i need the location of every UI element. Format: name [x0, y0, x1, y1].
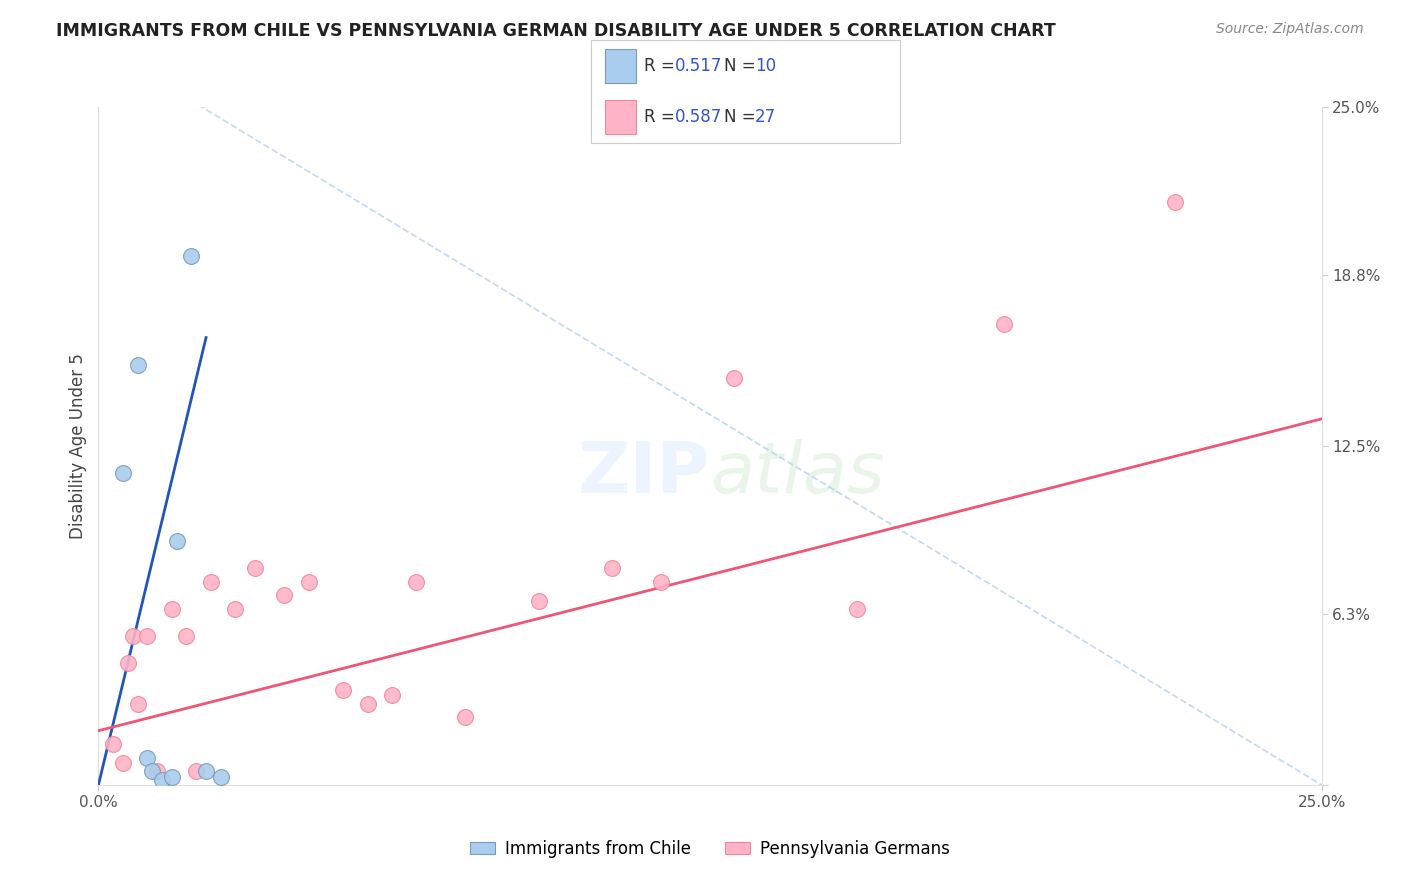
Point [454, 710, 477, 724]
Point [127, 358, 149, 372]
Point [298, 574, 321, 589]
Point [224, 601, 246, 615]
Point [993, 317, 1015, 331]
Point [243, 561, 266, 575]
Point [127, 697, 149, 711]
Point [180, 249, 202, 263]
Text: R =: R = [644, 108, 681, 126]
Text: R =: R = [644, 56, 681, 75]
Point [600, 561, 623, 575]
Point [136, 629, 159, 643]
Text: 27: 27 [755, 108, 776, 126]
Point [136, 751, 159, 765]
Point [356, 697, 378, 711]
Text: Source: ZipAtlas.com: Source: ZipAtlas.com [1216, 22, 1364, 37]
Point [209, 770, 232, 784]
Point [405, 574, 427, 589]
Text: N =: N = [724, 108, 761, 126]
Point [176, 629, 198, 643]
Point [332, 683, 354, 698]
Y-axis label: Disability Age Under 5: Disability Age Under 5 [69, 353, 87, 539]
Text: 0.587: 0.587 [675, 108, 723, 126]
Text: N =: N = [724, 56, 761, 75]
Text: 10: 10 [755, 56, 776, 75]
Point [146, 764, 169, 779]
Point [166, 533, 188, 548]
Point [650, 574, 672, 589]
Legend: Immigrants from Chile, Pennsylvania Germans: Immigrants from Chile, Pennsylvania Germ… [464, 833, 956, 864]
Point [186, 764, 208, 779]
Point [101, 737, 124, 751]
Point [111, 466, 134, 480]
Text: atlas: atlas [710, 439, 884, 508]
Point [150, 772, 173, 787]
Point [195, 764, 218, 779]
Point [845, 601, 868, 615]
Point [200, 574, 222, 589]
Point [121, 629, 143, 643]
Point [527, 593, 550, 607]
Point [160, 770, 183, 784]
Point [117, 656, 139, 670]
Point [1164, 194, 1187, 209]
Point [141, 764, 163, 779]
Point [111, 756, 134, 771]
Text: 0.517: 0.517 [675, 56, 723, 75]
Point [381, 689, 404, 703]
Point [273, 588, 295, 602]
Point [723, 371, 745, 385]
Point [160, 601, 183, 615]
Text: ZIP: ZIP [578, 439, 710, 508]
Text: IMMIGRANTS FROM CHILE VS PENNSYLVANIA GERMAN DISABILITY AGE UNDER 5 CORRELATION : IMMIGRANTS FROM CHILE VS PENNSYLVANIA GE… [56, 22, 1056, 40]
